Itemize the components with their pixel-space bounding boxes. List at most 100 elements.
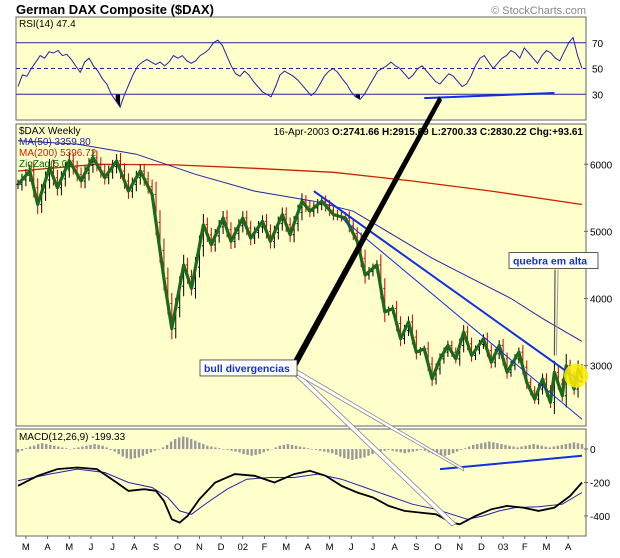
macd-histogram-bar <box>331 449 334 454</box>
x-tick-label: D <box>478 542 485 553</box>
x-tick-label: F <box>522 542 528 553</box>
macd-histogram-bar <box>314 449 318 450</box>
macd-signal-line <box>17 468 583 520</box>
macd-histogram-bar <box>36 444 40 450</box>
x-tick-label: F <box>262 542 268 553</box>
rsi-level-label: 70 <box>592 39 604 50</box>
macd-histogram-bar <box>121 449 124 457</box>
macd-histogram-bar <box>169 441 173 450</box>
x-tick-label: A <box>44 542 51 553</box>
channel-trendline <box>341 217 583 420</box>
macd-histogram-bar <box>129 449 132 460</box>
ma200-label: MA(200) 5396.72 <box>19 148 97 159</box>
macd-histogram-bar <box>101 445 104 450</box>
macd-histogram-bar <box>206 445 209 450</box>
x-tick-label: M <box>22 542 30 553</box>
macd-histogram-bar <box>198 442 201 450</box>
macd-histogram-bar <box>97 444 100 450</box>
macd-histogram-bar <box>343 449 346 459</box>
macd-histogram-bar <box>423 449 427 451</box>
macd-histogram-bar <box>548 447 551 450</box>
macd-histogram-bar <box>403 449 406 454</box>
macd-histogram-bar <box>407 449 410 453</box>
macd-histogram-bar <box>411 449 414 452</box>
macd-histogram-bar <box>335 449 338 455</box>
macd-histogram-bar <box>359 449 362 459</box>
macd-histogram-bar <box>306 448 310 450</box>
price-tick-label: 3000 <box>590 362 613 373</box>
macd-histogram-bar <box>564 444 568 450</box>
macd-histogram-bar <box>45 444 48 450</box>
macd-histogram-bar <box>419 449 423 450</box>
divergence-pointer-rsi <box>290 96 443 372</box>
macd-histogram-bar <box>447 449 451 455</box>
macd-tick-label: -200 <box>590 479 610 490</box>
macd-histogram-bar <box>270 449 273 450</box>
macd-histogram-bar <box>202 444 205 450</box>
macd-histogram-bar <box>476 444 479 450</box>
macd-histogram-bar <box>327 449 330 453</box>
macd-histogram-bar <box>371 449 374 455</box>
x-tick-label: J <box>371 542 376 553</box>
macd-histogram-bar <box>492 442 495 450</box>
macd-histogram-bar <box>351 449 354 460</box>
macd-histogram-bar <box>274 447 278 450</box>
macd-histogram-bar <box>246 449 249 455</box>
x-tick-label: N <box>456 542 463 553</box>
macd-histogram-bar <box>383 449 386 451</box>
macd-histogram-bar <box>73 448 76 450</box>
macd-histogram-bar <box>173 439 177 450</box>
macd-histogram-bar <box>117 449 120 455</box>
macd-histogram-bar <box>69 449 72 450</box>
macd-label: MACD(12,26,9) -199.33 <box>19 432 126 443</box>
macd-histogram-bar <box>282 444 286 450</box>
macd-histogram-bar <box>16 449 20 453</box>
macd-histogram-bar <box>443 449 447 456</box>
macd-histogram-bar <box>149 449 153 453</box>
zigzag-line <box>16 156 584 405</box>
macd-histogram-bar <box>194 440 197 450</box>
macd-histogram-bar <box>105 447 108 450</box>
macd-histogram-bar <box>165 444 169 450</box>
macd-histogram-bar <box>536 444 539 450</box>
macd-histogram-bar <box>113 449 116 452</box>
x-tick-label: M <box>326 542 334 553</box>
macd-histogram-bar <box>298 446 302 450</box>
macd-histogram-bar <box>322 449 326 452</box>
breakout-label: quebra em alta <box>513 256 587 268</box>
macd-histogram-bar <box>355 449 358 460</box>
macd-histogram-bar <box>528 444 531 450</box>
macd-histogram-bar <box>302 447 306 450</box>
macd-histogram-bar <box>53 445 56 450</box>
macd-histogram-bar <box>77 447 80 450</box>
macd-histogram-bar <box>294 445 298 450</box>
macd-histogram-bar <box>226 449 229 450</box>
macd-histogram-bar <box>556 445 560 450</box>
macd-histogram-bar <box>391 449 394 451</box>
macd-histogram-bar <box>145 449 149 455</box>
macd-histogram-bar <box>40 443 44 450</box>
macd-histogram-bar <box>451 449 455 454</box>
breakout-pointer-shadow <box>555 269 559 356</box>
watermark: © StockCharts.com <box>491 5 586 17</box>
macd-histogram-bar <box>480 443 483 450</box>
breakout-box <box>508 252 599 269</box>
macd-histogram-bar <box>363 449 366 458</box>
macd-histogram-bar <box>81 446 84 450</box>
macd-histogram-bar <box>177 437 181 450</box>
bull-divergence-label: bull divergencias <box>204 363 290 375</box>
resistance-trendline <box>313 190 583 384</box>
macd-histogram-bar <box>230 449 233 451</box>
rsi-level-label: 30 <box>592 90 604 101</box>
x-tick-label: N <box>196 542 203 553</box>
overlay-layer: bull divergencias quebra em alta <box>199 91 599 527</box>
macd-histogram-bar <box>580 444 584 450</box>
macd-histogram-bar <box>290 444 294 450</box>
macd-tick-label: 0 <box>590 445 596 456</box>
macd-histogram-bar <box>399 449 402 453</box>
macd-histogram-bar <box>572 442 576 450</box>
rsi-label: RSI(14) 47.4 <box>19 19 76 30</box>
rsi-level-label: 50 <box>592 65 604 76</box>
breakout-highlight <box>564 363 589 388</box>
macd-histogram-bar <box>488 441 491 450</box>
